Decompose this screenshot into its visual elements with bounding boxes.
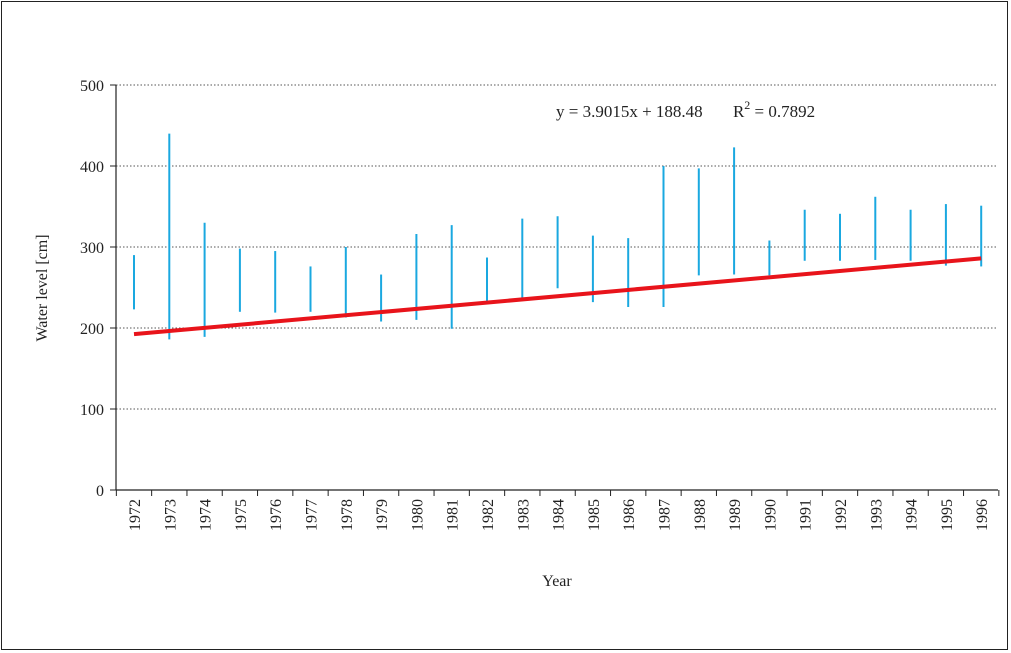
x-tick-label: 1994 xyxy=(904,499,921,531)
x-tick-label: 1987 xyxy=(657,499,674,531)
x-tick-label: 1990 xyxy=(762,499,779,531)
y-tick-label: 300 xyxy=(80,240,104,257)
x-tick-label: 1973 xyxy=(162,499,179,531)
x-tick-label: 1972 xyxy=(127,499,144,531)
y-tick-label: 200 xyxy=(80,321,104,338)
x-tick-label: 1983 xyxy=(515,499,532,531)
x-tick-label: 1978 xyxy=(339,499,356,531)
x-tick-label: 1995 xyxy=(939,499,956,531)
range-bars xyxy=(133,133,983,340)
x-tick-label: 1980 xyxy=(409,499,426,531)
x-tick-label: 1974 xyxy=(198,499,215,531)
x-tick-label: 1986 xyxy=(621,499,638,531)
y-axis-label: Water level [cm] xyxy=(34,234,51,341)
x-tick-label: 1977 xyxy=(304,499,321,531)
x-tick-label: 1985 xyxy=(586,499,603,531)
x-tick-label: 1992 xyxy=(833,499,850,531)
x-tick-labels: 1972 1973 1974 1975 1976 1977 1978 1979 1980 1981… xyxy=(127,499,991,531)
x-tick-label: 1984 xyxy=(551,499,568,531)
x-tick-label: 1982 xyxy=(480,499,497,531)
axes xyxy=(110,84,1000,496)
y-tick-label: 100 xyxy=(80,402,104,419)
r2-value: = 0.7892 xyxy=(750,102,815,121)
x-tick-label: 1996 xyxy=(974,499,991,531)
x-tick-label: 1976 xyxy=(268,499,285,531)
grid-lines xyxy=(116,84,998,410)
y-tick-label: 500 xyxy=(80,78,104,95)
r2-label: R xyxy=(733,102,745,121)
trend-equation-text: y = 3.9015x + 188.48 xyxy=(556,102,703,121)
x-tick-label: 1988 xyxy=(692,499,709,531)
x-tick-label: 1979 xyxy=(374,499,391,531)
trend-line xyxy=(133,256,982,337)
x-tick-label: 1991 xyxy=(798,499,815,531)
x-tick-label: 1981 xyxy=(445,499,462,531)
trendline xyxy=(133,256,982,337)
y-tick-label: 0 xyxy=(96,483,104,500)
r2-superscript: 2 xyxy=(744,98,750,112)
x-tick-label: 1993 xyxy=(868,499,885,531)
trend-equation: y = 3.9015x + 188.48 R2 = 0.7892 xyxy=(556,98,815,121)
x-axis-label: Year xyxy=(542,573,572,590)
y-tick-label: 400 xyxy=(80,159,104,176)
y-tick-labels: 0 100 200 300 400 500 xyxy=(80,78,104,500)
x-tick-label: 1975 xyxy=(233,499,250,531)
x-tick-label: 1989 xyxy=(727,499,744,531)
